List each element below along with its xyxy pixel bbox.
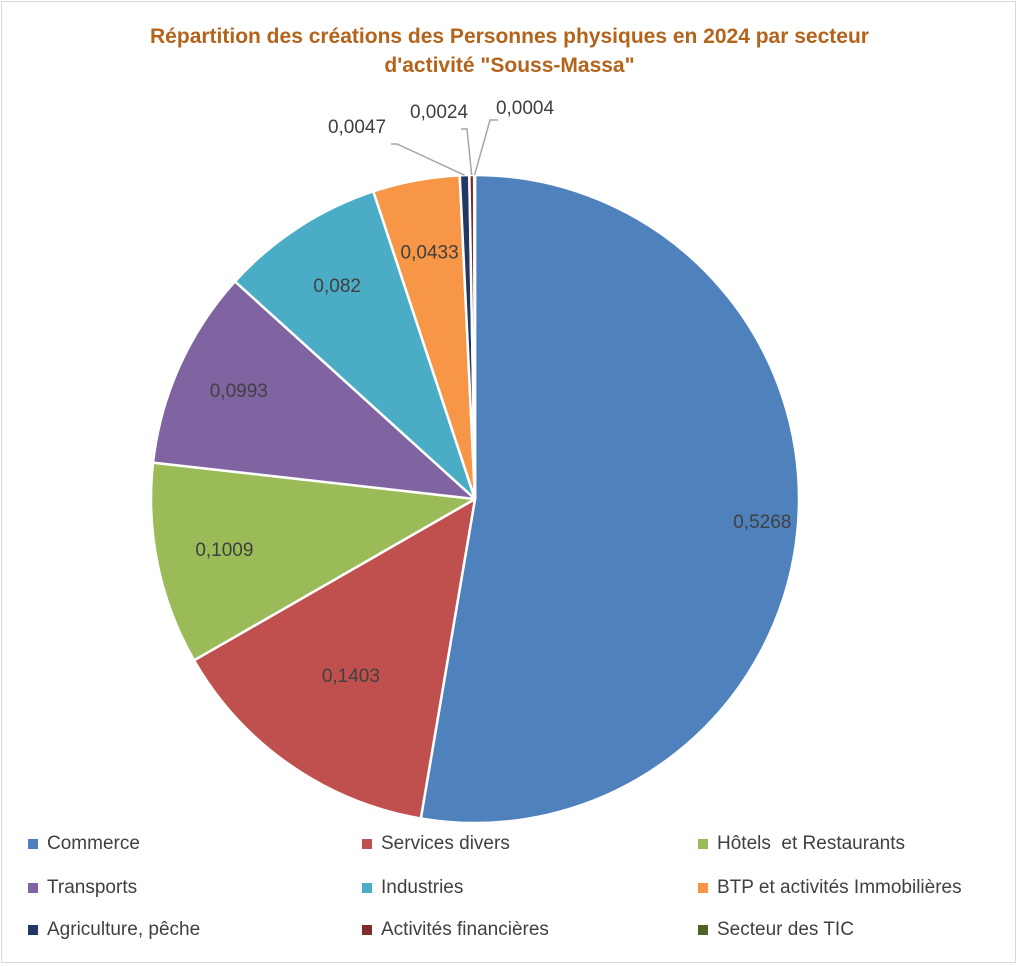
chart-title-line-1: Répartition des créations des Personnes … xyxy=(150,25,869,48)
legend-swatch xyxy=(28,925,38,935)
legend-item: Services divers xyxy=(362,832,510,856)
pie-slice-services-divers xyxy=(192,497,477,820)
data-label: 0,082 xyxy=(313,276,361,297)
legend-label: Activités financières xyxy=(381,919,549,940)
legend-label: Industries xyxy=(381,877,464,898)
legend-swatch xyxy=(28,839,38,849)
pie-slice-commerce xyxy=(419,173,801,825)
legend-label: Secteur des TIC xyxy=(717,919,854,940)
legend-item: Agriculture, pêche xyxy=(28,918,200,942)
pie-slice-h-tels-et-restaurants xyxy=(149,461,477,662)
pie-slice-secteur-des-tic xyxy=(472,173,477,501)
chart-title-line-2: d'activité "Souss-Massa" xyxy=(384,54,635,77)
legend-swatch xyxy=(28,883,38,893)
legend-item: Activités financières xyxy=(362,918,549,942)
legend-label: Hôtels et Restaurants xyxy=(717,833,905,854)
data-label: 0,0433 xyxy=(401,243,459,264)
legend-swatch xyxy=(362,839,372,849)
pie-slice-transports xyxy=(151,280,477,501)
data-label: 0,5268 xyxy=(733,512,791,533)
legend-item: Hôtels et Restaurants xyxy=(698,832,905,856)
legend-item: Transports xyxy=(28,876,137,900)
legend-item: Industries xyxy=(362,876,463,900)
legend-item: BTP et activités Immobilières xyxy=(698,876,962,900)
legend-swatch xyxy=(362,925,372,935)
legend-item: Commerce xyxy=(28,832,140,856)
legend-label: Transports xyxy=(47,877,138,898)
leader-line xyxy=(391,143,465,176)
legend-swatch xyxy=(698,839,708,849)
data-label: 0,0047 xyxy=(328,117,386,138)
leader-line xyxy=(461,128,473,176)
chart-title: Répartition des créations des Personnes … xyxy=(2,22,1017,80)
data-label: 0,0004 xyxy=(496,98,555,119)
data-label: 0,0024 xyxy=(410,102,469,123)
legend-label: BTP et activités Immobilières xyxy=(717,877,962,898)
data-label: 0,1403 xyxy=(322,666,380,687)
leader-line xyxy=(473,119,498,176)
legend-swatch xyxy=(698,925,708,935)
legend-swatch xyxy=(362,883,372,893)
data-label: 0,1009 xyxy=(195,540,253,561)
legend-item: Secteur des TIC xyxy=(698,918,854,942)
legend-label: Agriculture, pêche xyxy=(47,919,201,940)
data-label: 0,0993 xyxy=(210,381,268,402)
pie-slice-industries xyxy=(233,190,477,501)
legend-label: Services divers xyxy=(381,833,510,854)
legend-label: Commerce xyxy=(47,833,140,854)
legend-swatch xyxy=(698,883,708,893)
